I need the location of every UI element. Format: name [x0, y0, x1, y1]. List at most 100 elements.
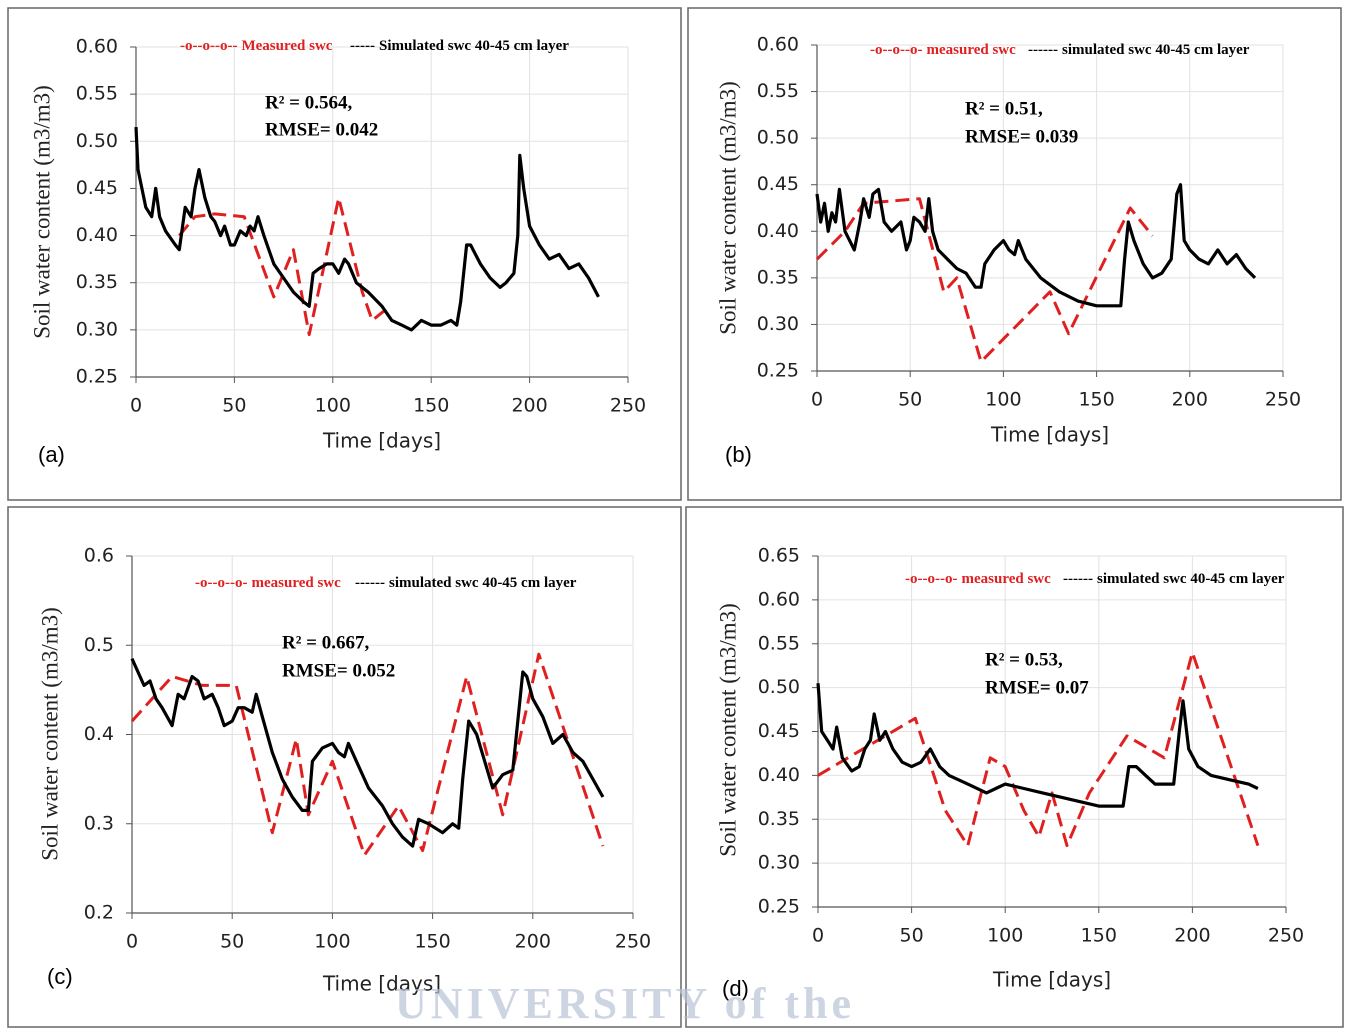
y-axis-title: Soil water content (m3/m3): [29, 85, 54, 339]
legend-entry: -o--o--o-measured swc: [905, 571, 1051, 587]
legend-marker: -----: [350, 38, 375, 54]
y-tick-label: 0.4: [84, 723, 114, 745]
panel-label: (d): [722, 976, 749, 1001]
y-tick-label: 0.45: [76, 177, 118, 199]
y-tick-label: 0.50: [758, 676, 800, 698]
y-tick-label: 0.60: [76, 36, 118, 58]
legend-entry: ------ simulated swc 40-45 cm layer: [355, 575, 577, 591]
x-axis-title: Time [days]: [992, 968, 1111, 992]
legend-entry: -o--o--o-measured swc: [195, 575, 341, 591]
y-tick-label: 0.55: [758, 632, 800, 654]
x-tick-label: 100: [314, 931, 350, 953]
x-axis-title: Time [days]: [322, 429, 441, 453]
y-tick-label: 0.30: [76, 318, 118, 340]
legend-label: measured swc: [251, 575, 341, 591]
data-line: [130, 657, 605, 848]
panel-label: (a): [38, 442, 65, 467]
annotation: R² = 0.564,: [265, 92, 352, 113]
panel-label: (c): [47, 964, 73, 989]
y-tick-label: 0.35: [758, 808, 800, 830]
annotation: RMSE= 0.07: [985, 677, 1089, 698]
y-tick-label: 0.2: [84, 902, 114, 924]
legend-label: simulated swc 40-45 cm layer: [1097, 571, 1285, 587]
x-axis-title: Time [days]: [322, 972, 441, 996]
x-tick-label: 50: [900, 925, 924, 947]
legend-label: measured swc: [961, 571, 1051, 587]
data-line: [178, 196, 385, 337]
legend-label: Measured swc: [241, 38, 332, 54]
annotation: RMSE= 0.052: [282, 660, 395, 681]
y-axis-title: Soil water content (m3/m3): [37, 607, 62, 861]
y-tick-label: 0.55: [76, 83, 118, 105]
legend-entry: ----- Simulated swc 40-45 cm layer: [350, 38, 569, 54]
panel-border: [7, 7, 682, 501]
y-tick-label: 0.50: [76, 130, 118, 152]
x-tick-label: 250: [615, 931, 651, 953]
y-tick-label: 0.40: [758, 764, 800, 786]
y-tick-label: 0.6: [84, 545, 114, 567]
annotation: R² = 0.53,: [985, 649, 1063, 670]
legend-marker: -o--o--o--: [180, 38, 237, 54]
x-tick-label: 50: [222, 395, 246, 417]
x-tick-label: 0: [126, 931, 138, 953]
y-axis-title: Soil water content (m3/m3): [715, 603, 740, 857]
y-tick-label: 0.25: [757, 360, 799, 382]
x-tick-label: 200: [515, 931, 551, 953]
y-tick-label: 0.45: [757, 173, 799, 195]
x-tick-label: 0: [811, 389, 823, 411]
y-tick-label: 0.30: [757, 313, 799, 335]
x-axis-title: Time [days]: [990, 423, 1109, 447]
legend-entry: ------ simulated swc 40-45 cm layer: [1028, 42, 1250, 58]
y-tick-label: 0.40: [76, 224, 118, 246]
y-tick-label: 0.60: [757, 34, 799, 56]
x-tick-label: 50: [220, 931, 244, 953]
x-tick-label: 200: [1172, 389, 1208, 411]
annotation: R² = 0.51,: [965, 98, 1043, 119]
y-tick-label: 0.30: [758, 852, 800, 874]
x-tick-label: 100: [987, 925, 1023, 947]
legend-entry: ------ simulated swc 40-45 cm layer: [1063, 571, 1285, 587]
y-tick-label: 0.45: [758, 720, 800, 742]
legend-entry: -o--o--o-- Measured swc: [180, 38, 333, 54]
x-tick-label: 150: [1081, 925, 1117, 947]
data-line: [815, 183, 1257, 308]
data-line: [130, 652, 605, 857]
legend-label: Simulated swc 40-45 cm layer: [379, 38, 569, 54]
y-tick-label: 0.35: [757, 266, 799, 288]
legend-marker: -o--o--o-: [195, 575, 247, 591]
y-tick-label: 0.3: [84, 812, 114, 834]
panel-border: [7, 506, 682, 1028]
x-tick-label: 100: [315, 395, 351, 417]
x-tick-label: 0: [812, 925, 824, 947]
y-tick-label: 0.60: [758, 588, 800, 610]
legend-marker: ------: [1028, 42, 1058, 58]
legend-label: simulated swc 40-45 cm layer: [389, 575, 577, 591]
data-line: [817, 651, 1260, 848]
y-tick-label: 0.55: [757, 80, 799, 102]
legend-marker: ------: [1063, 571, 1093, 587]
y-tick-label: 0.25: [758, 896, 800, 918]
annotation: RMSE= 0.042: [265, 119, 378, 140]
legend-label: simulated swc 40-45 cm layer: [1062, 42, 1250, 58]
y-tick-label: 0.35: [76, 271, 118, 293]
x-tick-label: 100: [985, 389, 1021, 411]
x-tick-label: 200: [1174, 925, 1210, 947]
x-tick-label: 150: [414, 931, 450, 953]
y-tick-label: 0.50: [757, 127, 799, 149]
panel-border: [687, 7, 1342, 501]
legend-marker: -o--o--o-: [870, 42, 922, 58]
data-line: [134, 127, 600, 332]
x-tick-label: 150: [1078, 389, 1114, 411]
panel-label: (b): [725, 442, 752, 467]
x-tick-label: 250: [1265, 389, 1301, 411]
x-tick-label: 250: [610, 395, 646, 417]
x-tick-label: 50: [898, 389, 922, 411]
x-tick-label: 250: [1268, 925, 1304, 947]
annotation: RMSE= 0.039: [965, 126, 1078, 147]
legend-entry: -o--o--o-measured swc: [870, 42, 1016, 58]
data-line: [816, 683, 1259, 808]
y-axis-title: Soil water content (m3/m3): [715, 81, 740, 335]
y-tick-label: 0.65: [758, 545, 800, 567]
y-tick-label: 0.5: [84, 634, 114, 656]
